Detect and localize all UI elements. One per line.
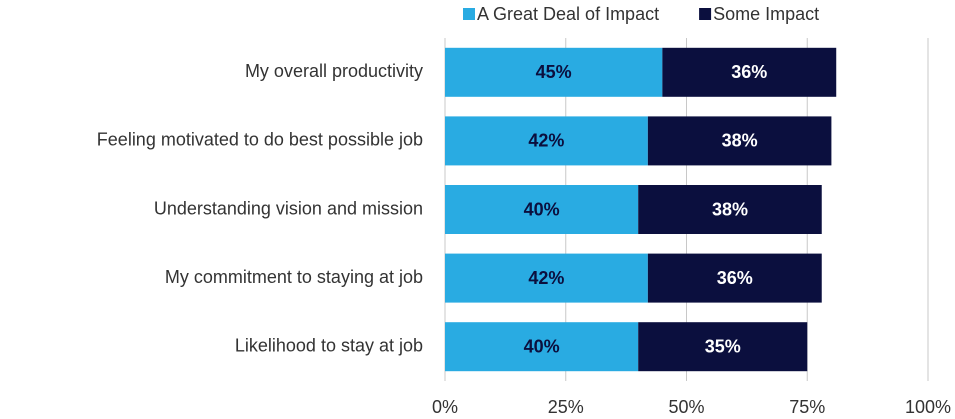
bar-segment	[445, 253, 648, 303]
x-tick-label: 25%	[548, 397, 584, 417]
bar-segment	[445, 47, 663, 97]
bar-segment	[445, 116, 648, 166]
data-label: 40%	[524, 199, 560, 219]
data-label: 38%	[712, 199, 748, 219]
data-label: 35%	[705, 336, 741, 356]
y-tick-label: Understanding vision and mission	[154, 198, 423, 218]
y-tick-label: My overall productivity	[245, 61, 423, 81]
data-label: 36%	[731, 62, 767, 82]
x-tick-label: 75%	[789, 397, 825, 417]
x-tick-label: 100%	[905, 397, 951, 417]
legend-swatch	[699, 8, 712, 20]
y-tick-label: My commitment to staying at job	[165, 267, 423, 287]
bar-segment	[647, 116, 832, 166]
x-tick-label: 0%	[432, 397, 458, 417]
data-label: 36%	[717, 268, 753, 288]
bar-segment	[647, 253, 822, 303]
data-label: 40%	[524, 336, 560, 356]
bar-segment	[638, 185, 822, 234]
data-label: 42%	[528, 131, 564, 151]
x-tick-label: 50%	[668, 397, 704, 417]
data-label: 45%	[536, 62, 572, 82]
bar-segment	[445, 322, 639, 372]
y-tick-label: Feeling motivated to do best possible jo…	[97, 130, 423, 150]
legend-swatch	[463, 8, 475, 20]
data-label: 38%	[722, 131, 758, 151]
legend-label: Some Impact	[713, 4, 819, 24]
data-label: 42%	[528, 268, 564, 288]
legend-label: A Great Deal of Impact	[477, 4, 659, 24]
bar-segment	[638, 322, 808, 372]
y-tick-label: Likelihood to stay at job	[235, 335, 423, 355]
bar-segment	[662, 47, 837, 97]
bar-segment	[445, 185, 639, 234]
